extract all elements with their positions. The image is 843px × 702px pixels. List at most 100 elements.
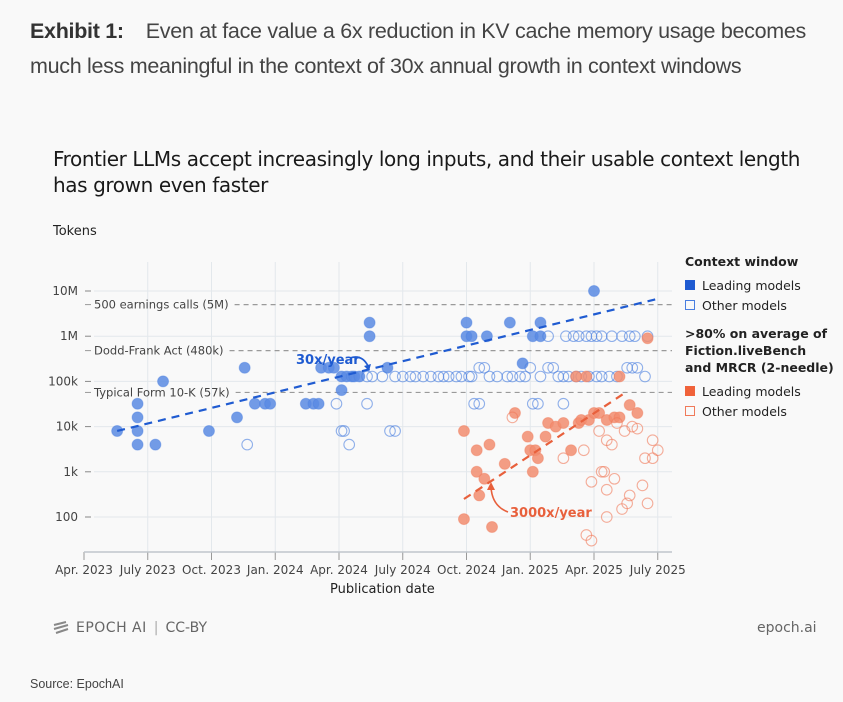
brand-name: EPOCH AI (76, 620, 147, 636)
data-point (590, 330, 603, 343)
trend-label-3000x: 3000x/year (510, 506, 592, 521)
x-tick-label: Apr. 2024 (310, 563, 368, 577)
data-point (460, 316, 473, 329)
trend-lines: 30x/year 3000x/year (116, 298, 656, 521)
y-tick-label: 100 (55, 510, 78, 524)
data-point (238, 361, 251, 374)
trend-line (463, 390, 628, 500)
data-point (519, 370, 532, 383)
data-point (534, 370, 547, 383)
data-point (623, 330, 636, 343)
site-link[interactable]: epoch.ai (757, 620, 817, 636)
x-tick-label: Oct. 2024 (437, 563, 496, 577)
trend-label-30x: 30x/year (296, 353, 360, 368)
data-point (248, 397, 261, 410)
legend-item-usable-other[interactable]: Other models (685, 401, 835, 421)
data-point (631, 406, 644, 419)
data-point (264, 397, 277, 410)
data-point (478, 361, 491, 374)
source-note: Source: EpochAI (30, 677, 124, 691)
data-point (639, 370, 651, 383)
x-tick-label: July 2025 (629, 563, 686, 577)
data-point (338, 425, 350, 437)
data-point (231, 411, 243, 424)
legend-label: Other models (702, 297, 787, 313)
data-point (628, 330, 641, 343)
data-point (526, 465, 539, 478)
data-point (595, 370, 608, 383)
x-tick-label: Oct. 2023 (182, 563, 241, 577)
data-point (639, 452, 651, 465)
data-point (486, 521, 498, 534)
data-point (593, 425, 605, 437)
data-point (335, 425, 348, 437)
data-point (557, 370, 570, 383)
y-tick-label: 10k (56, 420, 78, 434)
data-point (384, 425, 396, 437)
data-point (327, 361, 340, 374)
data-point (483, 438, 496, 451)
exhibit-caption: Exhibit 1: Even at face value a 6x reduct… (30, 14, 830, 84)
series-blue-filled (111, 285, 600, 451)
data-point (363, 330, 376, 343)
x-tick-label: July 2023 (119, 563, 176, 577)
legend-item-usable-leading[interactable]: Leading models (685, 381, 835, 401)
data-point (442, 370, 455, 383)
axes: Apr. 2023 July 2023 Oct. 2023 Jan. 2024 Apr.… (48, 284, 686, 577)
data-point (651, 444, 664, 457)
data-point (598, 465, 611, 478)
data-point (343, 438, 356, 451)
data-point (409, 370, 422, 383)
footer-brand: EPOCH AI | CC-BY (52, 620, 207, 636)
divider: | (153, 620, 159, 636)
trend-arrow (490, 486, 509, 513)
data-point (611, 417, 623, 429)
data-point (468, 397, 481, 410)
data-point (131, 397, 144, 410)
data-point (585, 475, 598, 488)
x-tick-label: Jan. 2024 (246, 563, 304, 577)
data-point (501, 370, 514, 383)
data-point (498, 457, 511, 470)
data-point (131, 438, 144, 451)
reference-line-label: 500 earnings calls (5M) (94, 298, 229, 312)
x-tick-label: July 2024 (374, 563, 431, 577)
data-point (585, 534, 598, 547)
x-tick-label: Jan. 2025 (501, 563, 559, 577)
legend-label: Other models (702, 403, 787, 419)
x-tick-label: Apr. 2025 (565, 563, 623, 577)
data-point (389, 425, 401, 437)
legend-label: Leading models (702, 383, 801, 399)
data-point (131, 411, 144, 424)
filled-square-icon (685, 386, 695, 396)
data-point (618, 425, 631, 437)
reference-line-label: Typical Form 10-K (57k) (93, 385, 230, 399)
y-tick-label: 10M (52, 284, 78, 298)
data-point (595, 465, 608, 478)
data-point (623, 489, 636, 502)
data-point (473, 489, 486, 502)
data-point (616, 330, 628, 343)
exhibit-text: Even at face value a 6x reduction in KV … (30, 19, 806, 78)
trend-arrow (349, 356, 369, 367)
data-point (560, 330, 572, 343)
data-point (600, 483, 613, 496)
data-point (557, 397, 570, 410)
legend-item-context-other[interactable]: Other models (685, 295, 835, 315)
license-label: CC-BY (165, 620, 208, 636)
y-axis-title: Tokens (53, 224, 97, 239)
data-point (506, 411, 519, 424)
data-point (524, 361, 537, 374)
data-point (557, 452, 570, 465)
data-point (636, 479, 649, 492)
series-orange-open (506, 411, 664, 547)
data-point (404, 370, 417, 383)
data-point (465, 330, 478, 343)
data-point (149, 438, 162, 451)
epoch-logo-icon (53, 621, 69, 634)
data-point (532, 397, 544, 410)
legend-item-context-leading[interactable]: Leading models (685, 275, 835, 295)
data-point (547, 361, 560, 374)
data-point (577, 444, 590, 457)
